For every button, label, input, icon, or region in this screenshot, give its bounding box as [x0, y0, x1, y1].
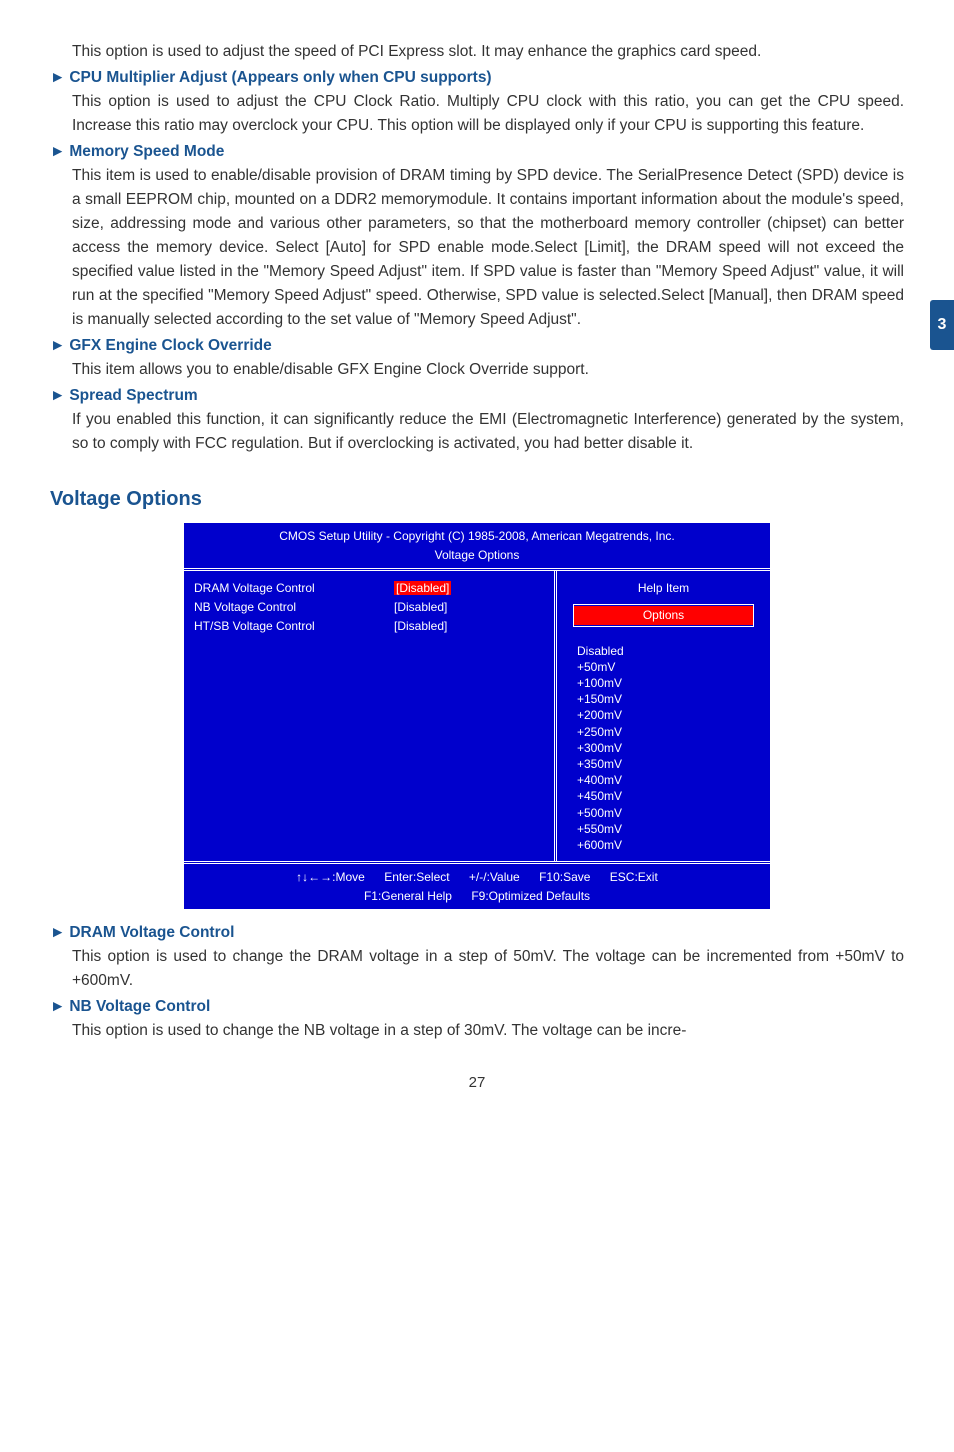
- section-heading: ►CPU Multiplier Adjust (Appears only whe…: [50, 66, 904, 90]
- bios-option-item: +150mV: [577, 691, 750, 707]
- bios-key-save: F10:Save: [539, 870, 590, 884]
- section-heading: ►NB Voltage Control: [50, 995, 904, 1019]
- section-body: If you enabled this function, it can sig…: [72, 408, 904, 456]
- bios-option-item: +100mV: [577, 675, 750, 691]
- bios-key-move: ↑↓←→:Move: [296, 870, 365, 884]
- bios-option-item: +600mV: [577, 837, 750, 853]
- bios-option-item: +450mV: [577, 788, 750, 804]
- bios-option-item: Disabled: [577, 643, 750, 659]
- side-tab: 3: [930, 300, 954, 350]
- section-heading: ►Spread Spectrum: [50, 384, 904, 408]
- bios-key-select: Enter:Select: [384, 870, 449, 884]
- bios-options-list: Disabled+50mV+100mV+150mV+200mV+250mV+30…: [567, 637, 760, 853]
- bios-option-item: +550mV: [577, 821, 750, 837]
- bios-row-value: [Disabled]: [394, 617, 544, 636]
- bios-header-line2: Voltage Options: [184, 546, 770, 565]
- bios-row-label: HT/SB Voltage Control: [194, 617, 374, 636]
- section-body: This item allows you to enable/disable G…: [72, 358, 904, 382]
- bios-option-item: +50mV: [577, 659, 750, 675]
- section-heading: ►DRAM Voltage Control: [50, 921, 904, 945]
- section-heading: ►GFX Engine Clock Override: [50, 334, 904, 358]
- bios-key-defaults: F9:Optimized Defaults: [471, 889, 590, 903]
- bios-key-exit: ESC:Exit: [610, 870, 658, 884]
- bios-options-box: Options: [573, 604, 754, 627]
- bios-option-item: +250mV: [577, 724, 750, 740]
- bios-row-label: DRAM Voltage Control: [194, 579, 374, 598]
- bios-key-value: +/-/:Value: [469, 870, 520, 884]
- bios-option-item: +300mV: [577, 740, 750, 756]
- section-body: This option is used to change the DRAM v…: [72, 945, 904, 993]
- section-heading: ►Memory Speed Mode: [50, 140, 904, 164]
- intro-paragraph: This option is used to adjust the speed …: [72, 40, 904, 64]
- bios-right-col: Help Item Options Disabled+50mV+100mV+15…: [554, 571, 770, 861]
- section-body: This item is used to enable/disable prov…: [72, 164, 904, 332]
- bios-row-value: [Disabled]: [394, 579, 544, 598]
- bios-screenshot: CMOS Setup Utility - Copyright (C) 1985-…: [182, 521, 772, 911]
- voltage-options-heading: Voltage Options: [50, 484, 904, 515]
- bios-mid-col: [Disabled][Disabled][Disabled]: [384, 571, 554, 861]
- bios-option-item: +350mV: [577, 756, 750, 772]
- bios-help-item: Help Item: [567, 579, 760, 598]
- bios-footer: ↑↓←→:Move Enter:Select +/-/:Value F10:Sa…: [184, 864, 770, 909]
- section-body: This option is used to adjust the CPU Cl…: [72, 90, 904, 138]
- page-number: 27: [50, 1071, 904, 1094]
- bios-option-item: +200mV: [577, 707, 750, 723]
- bios-left-col: DRAM Voltage ControlNB Voltage ControlHT…: [184, 571, 384, 861]
- bios-header: CMOS Setup Utility - Copyright (C) 1985-…: [184, 523, 770, 568]
- bios-key-help: F1:General Help: [364, 889, 452, 903]
- bios-row-label: NB Voltage Control: [194, 598, 374, 617]
- bios-row-value: [Disabled]: [394, 598, 544, 617]
- bios-option-item: +400mV: [577, 772, 750, 788]
- bios-header-line1: CMOS Setup Utility - Copyright (C) 1985-…: [184, 527, 770, 546]
- bios-options-label: Options: [574, 606, 753, 625]
- bios-option-item: +500mV: [577, 805, 750, 821]
- section-body: This option is used to change the NB vol…: [72, 1019, 904, 1043]
